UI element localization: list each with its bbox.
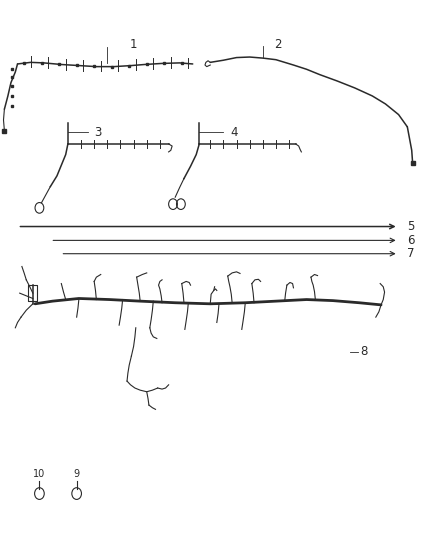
Text: 5: 5 (407, 220, 415, 233)
Text: 7: 7 (407, 247, 415, 260)
Text: 6: 6 (407, 234, 415, 247)
Text: 2: 2 (274, 38, 282, 51)
Text: 8: 8 (360, 345, 367, 358)
Text: 3: 3 (94, 126, 102, 139)
Text: 4: 4 (230, 126, 237, 139)
Text: 9: 9 (74, 469, 80, 479)
Text: 10: 10 (33, 469, 46, 479)
Text: 1: 1 (130, 38, 138, 51)
